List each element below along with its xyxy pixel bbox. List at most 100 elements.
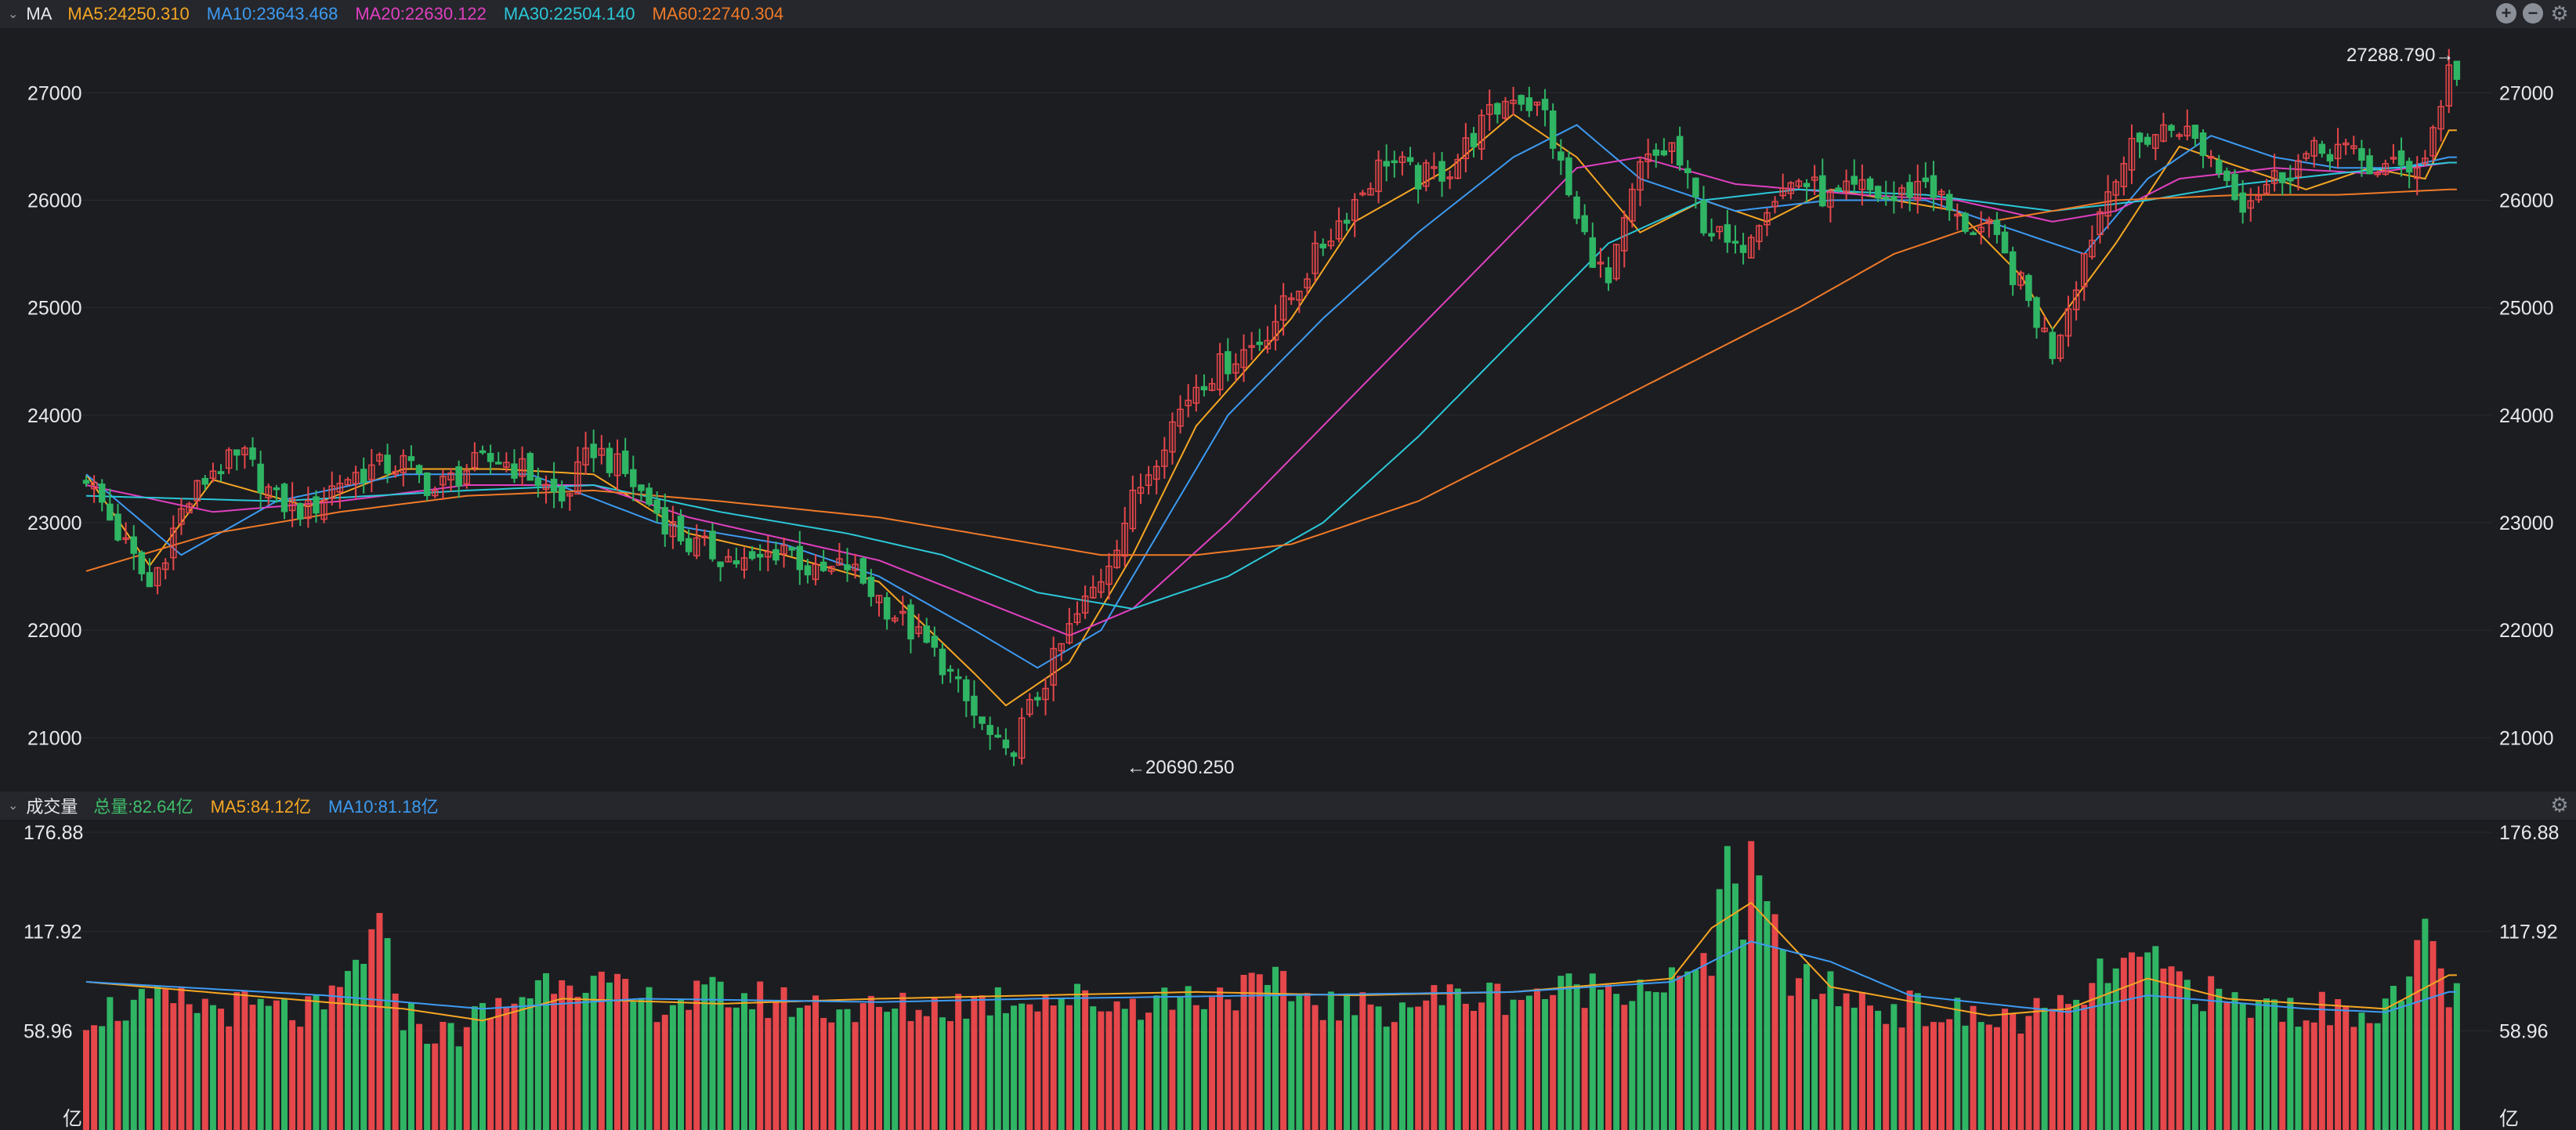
price-tick-label-right: 25000 (2499, 298, 2554, 320)
candle-body (2160, 124, 2167, 142)
volume-bar (297, 1027, 304, 1130)
candle-body (280, 484, 288, 512)
candle-body (2152, 134, 2159, 150)
volume-bar (479, 1002, 486, 1130)
candle-body (2318, 143, 2326, 154)
candle-body (598, 447, 606, 456)
candle-body (368, 464, 375, 480)
candle-body (98, 484, 106, 503)
candle-body (241, 447, 248, 456)
volume-bar (1795, 978, 1802, 1130)
candle-body (677, 516, 685, 541)
volume-bar (534, 980, 541, 1130)
volume-bar (1082, 990, 1089, 1130)
volume-bar (2200, 1011, 2207, 1130)
volume-bar (1065, 1005, 1073, 1130)
candle-body (1835, 187, 1842, 191)
minus-circle-icon[interactable]: − (2523, 3, 2543, 24)
volume-bar (1398, 1002, 1406, 1130)
volume-tick-label-left: 58.96 (24, 1020, 73, 1042)
volume-bar (1804, 964, 1811, 1130)
candle-body (2255, 194, 2263, 201)
volume-bar (2247, 1017, 2254, 1130)
ma20-indicator: MA20:22630.122 (355, 4, 487, 24)
volume-bar (1407, 1007, 1414, 1130)
candle-body (415, 465, 423, 474)
candle-body (1152, 465, 1160, 480)
candle-body (725, 556, 732, 563)
candle-body (954, 676, 962, 679)
volume-bar (1185, 986, 1192, 1130)
volume-bar (2010, 1012, 2017, 1130)
volume-bar (1867, 1005, 1873, 1130)
volume-bar (313, 994, 320, 1130)
volume-bar (2168, 966, 2175, 1130)
candle-body (447, 472, 454, 481)
candle-body (1414, 165, 1422, 190)
candle-body (2366, 155, 2373, 175)
candle-body (1993, 219, 2001, 235)
gear-icon[interactable]: ⚙ (2550, 2, 2569, 25)
collapse-chevron-icon[interactable]: ⌄ (8, 799, 19, 813)
ma60-line (85, 188, 2457, 572)
candle-body (82, 480, 90, 484)
volume-bar (503, 1007, 510, 1130)
collapse-chevron-icon[interactable]: ⌄ (8, 8, 19, 21)
volume-bar (780, 987, 787, 1130)
candle-body (1391, 160, 1398, 164)
volume-bar (955, 994, 962, 1130)
volume-bar (931, 998, 938, 1130)
candle-body (1216, 353, 1224, 390)
volume-bar (1740, 940, 1747, 1130)
volume-bar (1724, 846, 1731, 1130)
candle-body (1485, 103, 1493, 115)
candle-body (772, 549, 780, 561)
volume-bar (1319, 1020, 1326, 1130)
volume-bar (1858, 991, 1865, 1130)
volume-bar (828, 1022, 835, 1130)
volume-bar (91, 1025, 98, 1130)
volume-bar (1787, 995, 1794, 1130)
candle-body (122, 537, 129, 541)
volume-bar (2437, 968, 2444, 1130)
volume-bar (686, 1009, 693, 1130)
candle-body (138, 552, 146, 574)
volume-bar (693, 980, 700, 1130)
volume-bar (1890, 1004, 1898, 1130)
candle-body (360, 469, 367, 484)
price-ma-lines (85, 113, 2457, 707)
volume-bar (1383, 1027, 1390, 1130)
gear-icon[interactable]: ⚙ (2550, 793, 2569, 817)
volume-bar (1811, 999, 1818, 1130)
candle-body (788, 547, 795, 551)
volume-chart[interactable]: 58.96 58.96 117.92 117.92 176.88 176.88 亿 亿 (0, 820, 2576, 1130)
volume-bar (994, 987, 1001, 1130)
candle-body (1065, 623, 1073, 644)
candle-body (1192, 386, 1200, 404)
plus-circle-icon[interactable]: + (2496, 3, 2516, 24)
candle-body (2072, 289, 2080, 310)
volume-bar (1652, 992, 1659, 1130)
candle-body (146, 572, 154, 588)
candle-body (2144, 136, 2151, 145)
volume-bar (733, 1007, 740, 1130)
candle-body (1827, 190, 1834, 208)
candle-body (1985, 219, 1993, 225)
candle-body (463, 470, 471, 485)
candle-body (479, 450, 487, 454)
candle-body (154, 567, 161, 587)
volume-bar (2255, 1000, 2262, 1130)
volume-bar (2231, 992, 2238, 1130)
volume-tick-label-left: 117.92 (24, 922, 82, 943)
candle-body (494, 462, 502, 465)
candle-body (296, 503, 304, 520)
candle-body (2295, 160, 2302, 178)
candle-body (2041, 328, 2048, 332)
volume-bar (1232, 1010, 1239, 1130)
volume-bar (320, 1009, 327, 1130)
volume-bar (1835, 1006, 1842, 1130)
price-chart[interactable]: 21000 21000 22000 22000 23000 23000 24000 24000… (0, 28, 2576, 791)
volume-bar (353, 959, 360, 1130)
candle-body (1803, 183, 1811, 187)
volume-bar (725, 1007, 732, 1130)
